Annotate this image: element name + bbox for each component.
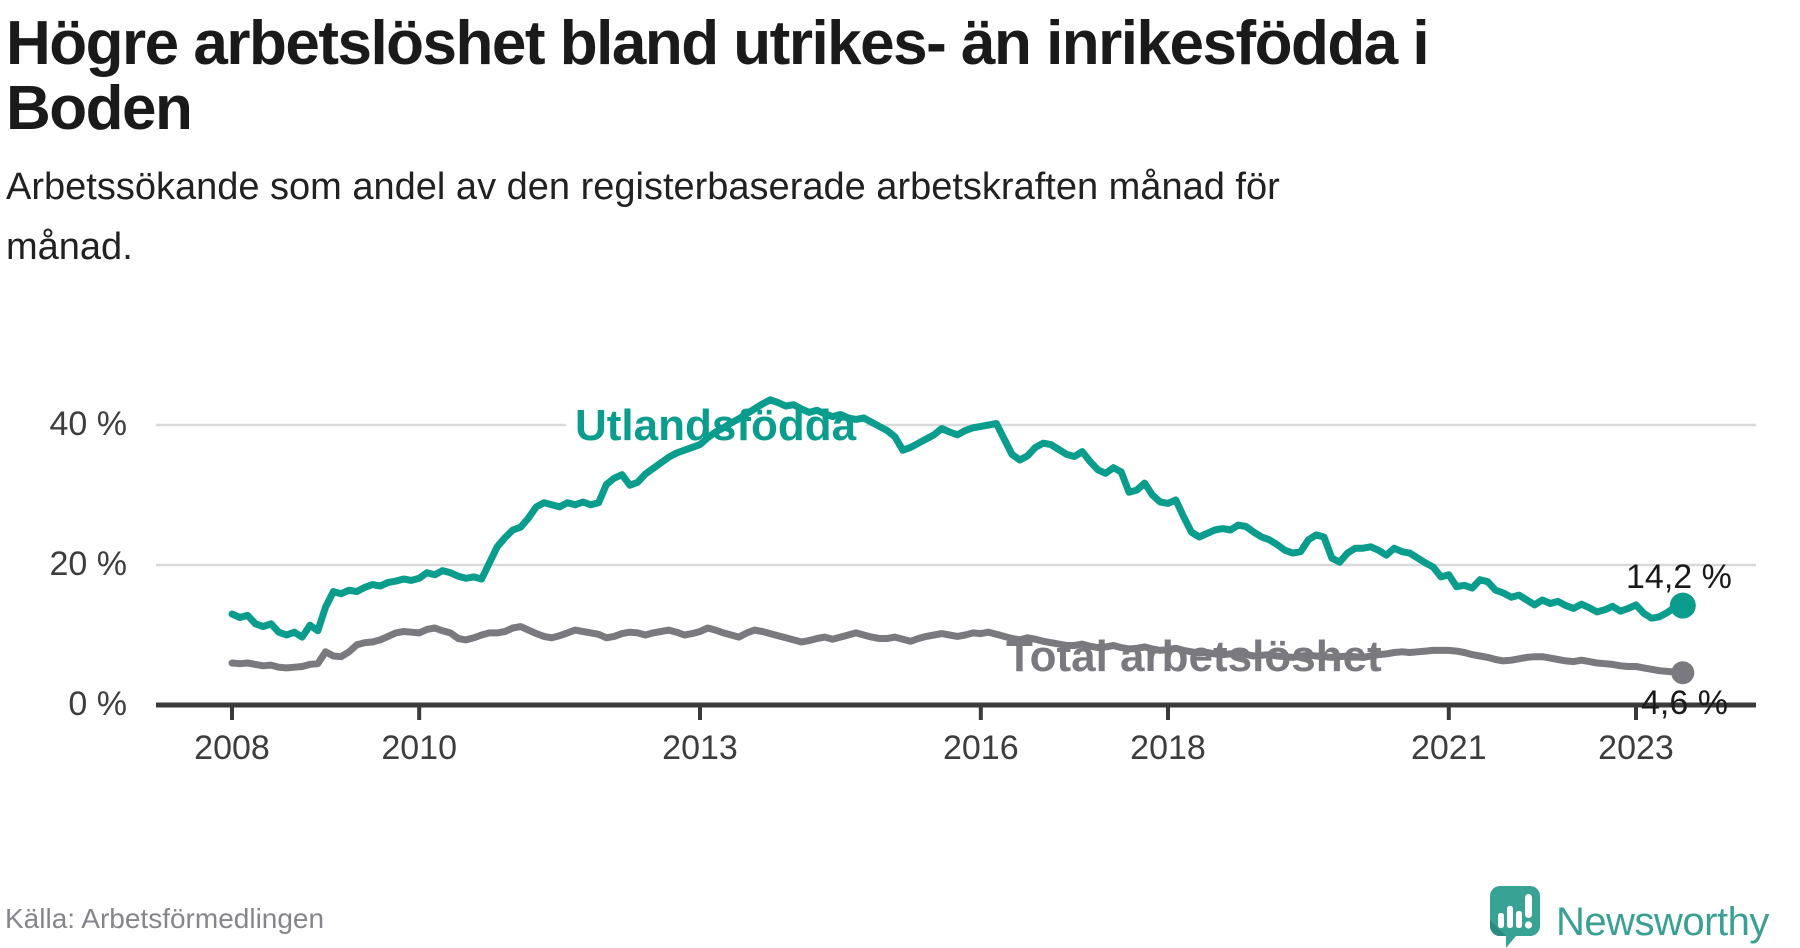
x-axis	[156, 702, 1756, 720]
end-value-label-total-arbetsloshet: 4,6 %	[1641, 684, 1728, 722]
chart-subtitle-line-2: månad.	[6, 226, 133, 268]
series-line-1	[228, 623, 1687, 677]
chart-subtitle-line-1: Arbetssökande som andel av den registerb…	[6, 166, 1280, 208]
page-title-line-2: Boden	[6, 74, 193, 143]
series-label-total-arbetsloshet: Total arbetslöshet	[1006, 632, 1382, 681]
x-axis-label-2018: 2018	[1130, 729, 1206, 767]
y-axis-label-0: 0 %	[68, 685, 127, 723]
x-axis-label-2023: 2023	[1598, 729, 1674, 767]
x-axis-label-2016: 2016	[942, 729, 1019, 767]
x-axis-label-2021: 2021	[1410, 729, 1487, 767]
newsworthy-logo-text: Newsworthy	[1556, 900, 1769, 944]
x-axis-label-2008: 2008	[194, 729, 270, 767]
series-end-dot-1	[1671, 661, 1695, 685]
y-axis-label-40: 40 %	[49, 405, 128, 443]
source-note: Källa: Arbetsförmedlingen	[5, 903, 325, 934]
page-title-line-1: Högre arbetslöshet bland utrikes- än inr…	[6, 9, 1430, 78]
data-series-lines	[228, 396, 1696, 685]
newsworthy-logo: Newsworthy	[1490, 886, 1800, 948]
series-label-utlandsfodda: Utlandsfödda	[575, 401, 857, 450]
y-axis-label-20: 20 %	[49, 545, 128, 583]
series-end-dot-0	[1669, 592, 1696, 619]
end-value-label-utlandsfodda: 14,2 %	[1626, 558, 1732, 596]
x-axis-label-2010: 2010	[381, 729, 457, 767]
x-axis-label-2013: 2013	[662, 729, 738, 767]
series-line-0	[228, 396, 1687, 641]
newsworthy-logo-icon	[1490, 886, 1540, 948]
gridlines	[156, 423, 1756, 567]
